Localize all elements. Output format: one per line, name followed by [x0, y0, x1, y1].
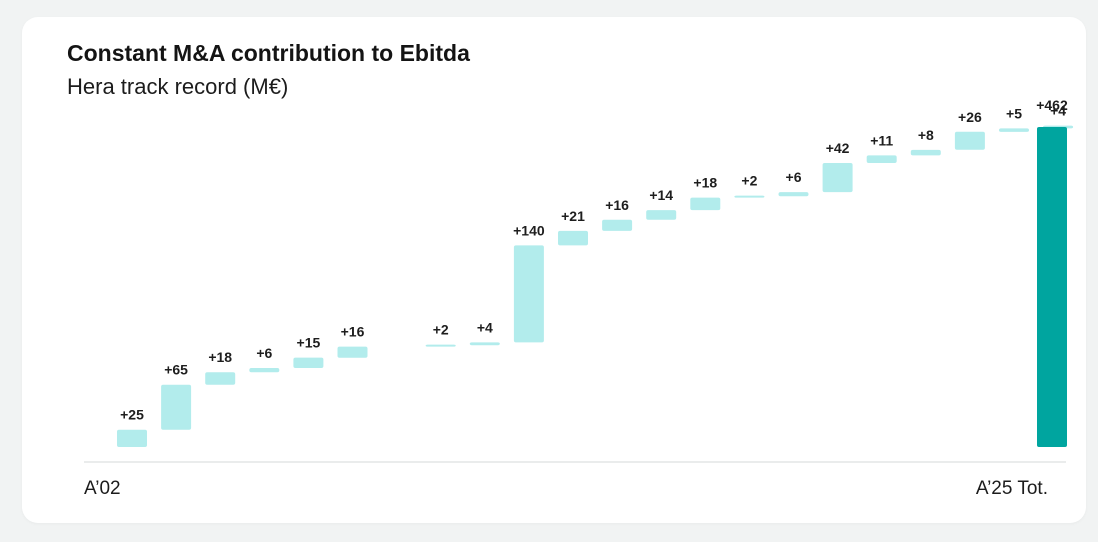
- increment-bar-10: [513, 245, 544, 343]
- chart-card: [22, 17, 1086, 523]
- total-bar: [1037, 127, 1067, 447]
- increment-bar-12: [602, 219, 633, 231]
- bars-group: [117, 125, 1074, 447]
- increment-bar-19: [910, 149, 941, 156]
- increment-bar-1: [117, 429, 147, 447]
- labels-group: +25 +65 +18 +6 +15 +16 +2 +4 +140 +21 +16 +14 +18 +2 +…: [120, 97, 1068, 423]
- increment-label-14: +18: [693, 175, 717, 191]
- increment-label-4: +6: [256, 345, 272, 361]
- increment-bar-3: [205, 372, 236, 385]
- increment-label-17: +42: [826, 140, 850, 156]
- x-start-label: A’02: [84, 478, 121, 499]
- increment-label-15: +2: [741, 173, 757, 189]
- increment-label-21: +5: [1006, 105, 1022, 121]
- increment-bar-8: [425, 344, 456, 347]
- increment-label-19: +8: [918, 127, 934, 143]
- increment-label-5: +15: [297, 335, 321, 351]
- increment-label-22: +4: [1050, 103, 1066, 119]
- increment-label-3: +18: [208, 349, 232, 365]
- increment-bar-6: [337, 346, 368, 358]
- increment-bar-4: [249, 368, 280, 373]
- increment-label-1: +25: [120, 407, 144, 423]
- increment-bar-13: [646, 210, 677, 220]
- increment-bar-16: [778, 192, 809, 197]
- increment-label-12: +16: [605, 197, 629, 213]
- increment-bar-15: [734, 195, 765, 198]
- increment-bar-18: [866, 155, 897, 163]
- x-end-label: A’25 Tot.: [976, 478, 1048, 499]
- increment-label-10: +140: [513, 222, 545, 238]
- increment-label-20: +26: [958, 109, 982, 125]
- increment-bar-17: [822, 163, 853, 193]
- increment-label-9: +4: [477, 319, 493, 335]
- increment-bar-11: [558, 230, 588, 246]
- increment-bar-20: [954, 131, 985, 150]
- total-label: +462: [1036, 97, 1068, 113]
- increment-bar-9: [469, 342, 500, 346]
- increment-label-2: +65: [164, 362, 188, 378]
- increment-label-13: +14: [649, 187, 673, 203]
- increment-label-11: +21: [561, 208, 585, 224]
- increment-label-8: +2: [433, 322, 449, 338]
- chart-title: Constant M&A contribution to Ebitda: [67, 40, 470, 66]
- increment-bar-5: [293, 357, 324, 368]
- increment-bar-21: [999, 128, 1029, 132]
- increment-bar-2: [161, 384, 192, 430]
- increment-label-6: +16: [341, 324, 365, 340]
- increment-label-16: +6: [786, 169, 802, 185]
- chart-subtitle: Hera track record (M€): [67, 74, 289, 99]
- increment-bar-14: [690, 197, 721, 211]
- increment-label-18: +11: [870, 132, 893, 148]
